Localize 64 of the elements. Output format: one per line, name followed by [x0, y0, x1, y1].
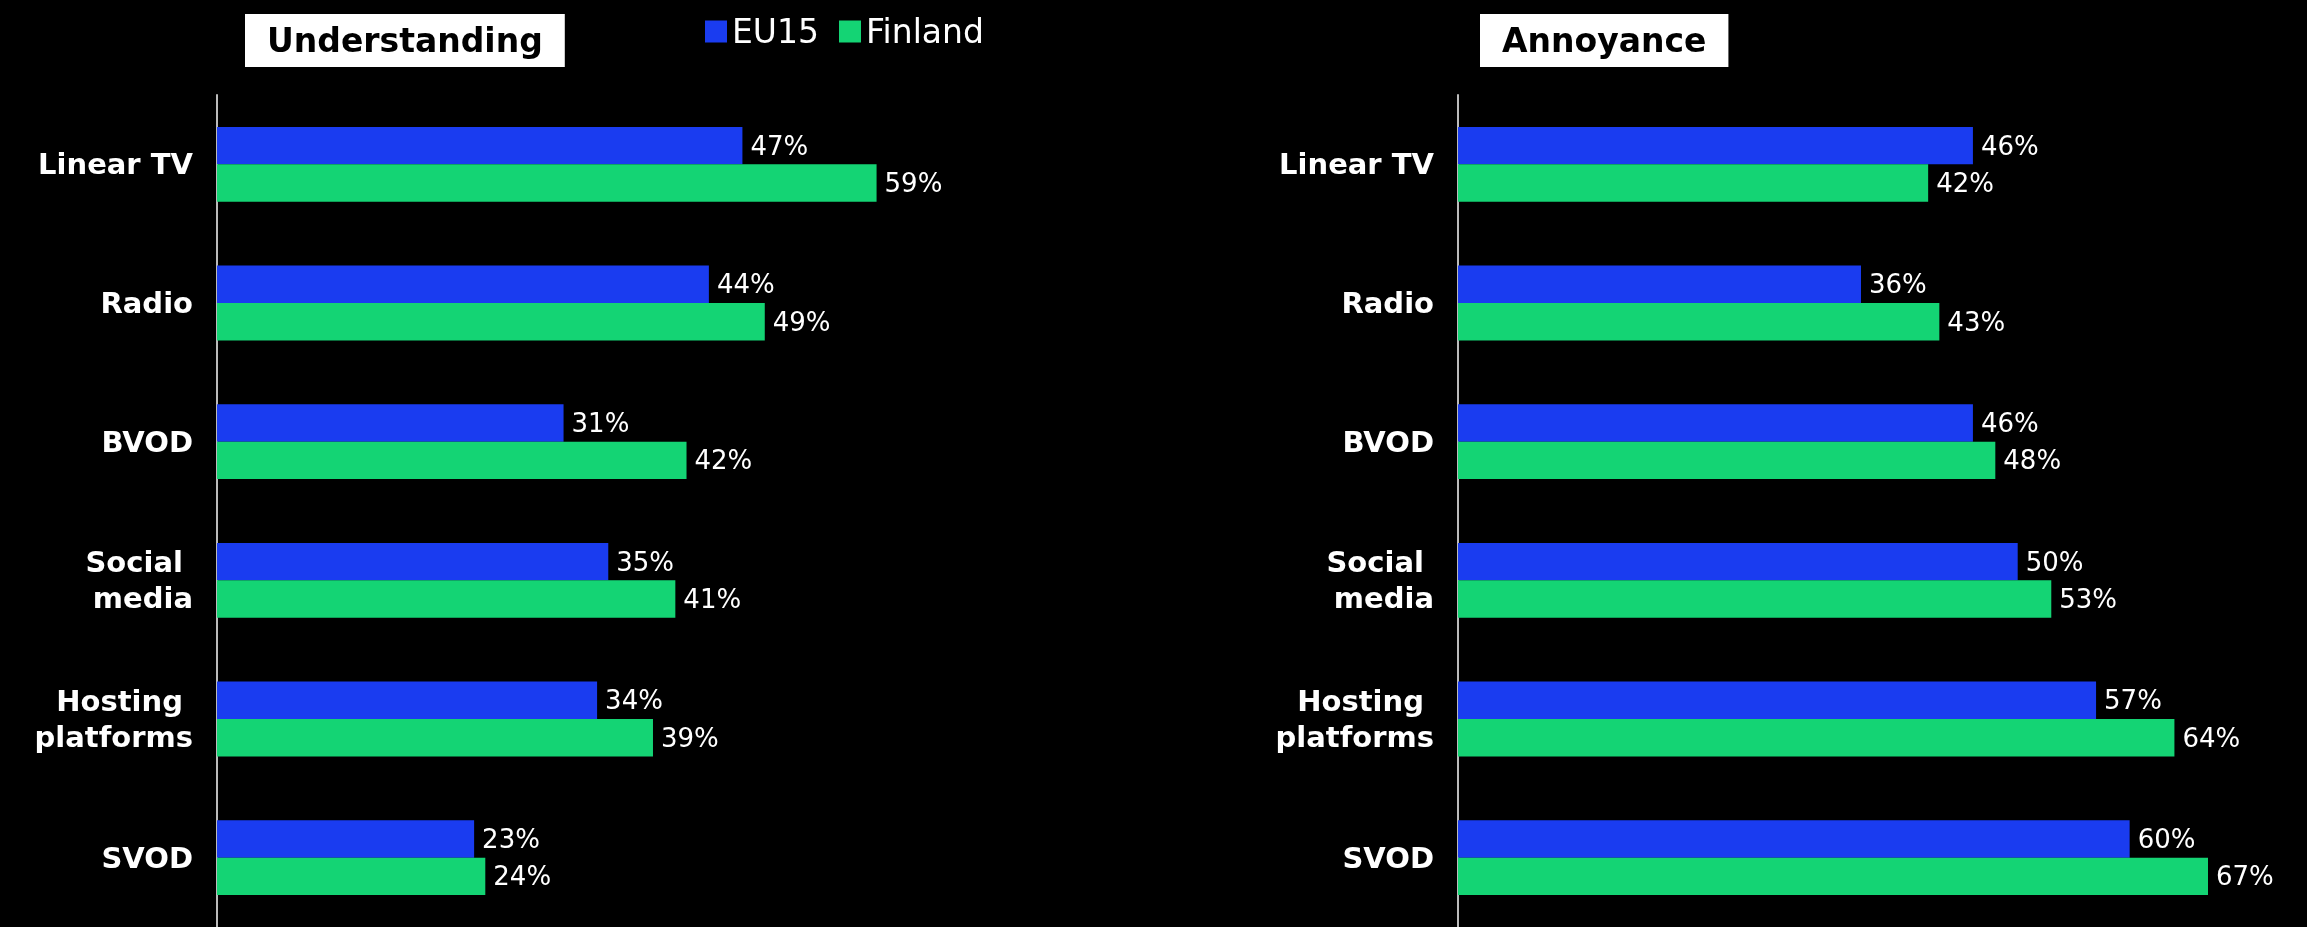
y-tick-label: Social media: [85, 545, 193, 616]
data-label: 43%: [1947, 306, 2006, 337]
bar: [217, 820, 475, 858]
chart-title: Annoyance: [1502, 21, 1707, 60]
bar: [217, 126, 743, 165]
data-label: 41%: [683, 584, 742, 615]
data-label: 39%: [660, 722, 719, 753]
bar: [1458, 404, 1973, 442]
data-label: 46%: [1980, 130, 2039, 161]
bar: [1458, 164, 1929, 202]
bar: [217, 404, 564, 442]
legend-label: EU15: [732, 12, 819, 51]
bar: [1458, 820, 2130, 858]
y-tick-label: Hosting platforms: [34, 684, 193, 754]
y-tick-label: Radio: [1341, 286, 1434, 320]
y-tick-label: Hosting platforms: [1275, 684, 1434, 754]
y-tick-label: Linear TV: [38, 147, 194, 182]
bar: [217, 580, 676, 618]
bar: [217, 542, 609, 581]
bar: [217, 265, 709, 303]
data-label: 48%: [2003, 445, 2062, 476]
data-label: 35%: [616, 546, 675, 577]
bar: [1458, 857, 2208, 896]
data-label: 53%: [2059, 584, 2118, 615]
y-tick-label: SVOD: [101, 840, 193, 875]
bar: [217, 857, 486, 896]
y-tick-label: SVOD: [1342, 840, 1434, 875]
data-label: 42%: [694, 445, 753, 476]
data-label: 34%: [605, 685, 663, 716]
data-label: 44%: [716, 269, 775, 300]
bar: [217, 164, 877, 202]
bar: [217, 303, 765, 341]
data-label: 47%: [750, 130, 809, 161]
bar: [1458, 265, 1861, 303]
data-label: 42%: [1936, 168, 1994, 199]
data-label: 50%: [2025, 546, 2084, 577]
data-label: 60%: [2137, 823, 2196, 854]
y-tick-label: Radio: [100, 286, 193, 320]
bar: [217, 441, 687, 480]
data-label: 36%: [1868, 269, 1927, 300]
bar: [217, 719, 653, 757]
bar: [1458, 303, 1940, 341]
data-label: 49%: [772, 306, 831, 337]
bar: [1458, 580, 2052, 618]
chart-title: Understanding: [267, 21, 543, 60]
data-label: 31%: [571, 407, 630, 438]
data-label: 59%: [884, 168, 943, 199]
data-label: 46%: [1980, 407, 2039, 438]
data-label: 67%: [2216, 861, 2274, 892]
bar: [1458, 126, 1973, 165]
data-label: 64%: [2182, 722, 2241, 753]
bar: [1458, 681, 2097, 719]
y-tick-label: Social media: [1326, 545, 1434, 616]
y-tick-label: BVOD: [101, 424, 193, 459]
data-label: 23%: [482, 823, 540, 854]
data-label: 57%: [2104, 685, 2162, 716]
legend-label: Finland: [866, 12, 984, 51]
bar: [1458, 542, 2018, 581]
bar: [1458, 719, 2175, 757]
y-tick-label: BVOD: [1342, 424, 1434, 459]
y-tick-label: Linear TV: [1279, 147, 1435, 182]
bar: [1458, 441, 1996, 480]
bar: [217, 681, 598, 719]
data-label: 24%: [493, 861, 552, 892]
